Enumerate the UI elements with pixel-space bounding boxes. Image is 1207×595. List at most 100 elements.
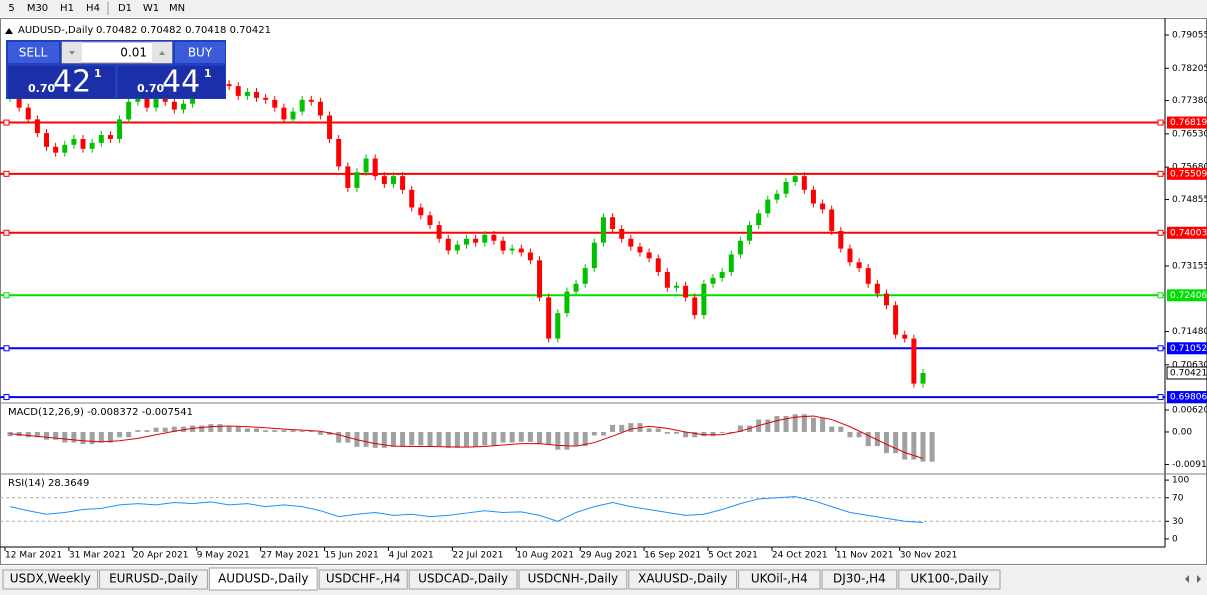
tab-label[interactable]: DJ30-,H4	[833, 572, 886, 586]
tab-label[interactable]: UKOil-,H4	[751, 572, 808, 586]
candle-body	[299, 99, 305, 112]
macd-bar	[62, 431, 68, 443]
candle-body	[737, 240, 743, 255]
ask-prefix: 0.70	[137, 82, 164, 95]
scroll-right[interactable]	[1197, 575, 1201, 583]
bid-prefix: 0.70	[28, 82, 55, 95]
macd-bar	[820, 417, 826, 432]
ask-box[interactable]	[118, 66, 225, 98]
macd-bar	[856, 431, 862, 438]
candle-body	[591, 242, 597, 269]
y-tick-label: 0.006201	[1172, 406, 1207, 416]
one-click-trading: SELL 0.01 BUY 0.70 42 1 0.70 44 1	[6, 40, 226, 100]
macd-bar	[673, 431, 679, 434]
timeframe-button[interactable]: 5	[8, 3, 14, 14]
tab[interactable]	[628, 569, 738, 590]
tab[interactable]	[898, 569, 1001, 590]
macd-bar	[464, 431, 469, 447]
level-handle	[1157, 394, 1164, 401]
toolbar	[0, 0, 1207, 17]
candle-body	[427, 215, 433, 226]
macd-bar	[655, 428, 661, 432]
macd-bar	[692, 431, 698, 438]
timeframe-button[interactable]: W1	[143, 3, 159, 14]
ask-small: 1	[204, 67, 212, 80]
candle-body	[473, 238, 479, 243]
candle-body	[719, 272, 725, 278]
candle-body	[464, 238, 469, 245]
y-tick-label: 0.76530	[1172, 129, 1207, 139]
candle-body	[290, 111, 296, 120]
macd-bar	[600, 431, 606, 436]
level-handle	[1157, 119, 1164, 126]
quote: 0.70482 0.70482 0.70418 0.70421	[96, 25, 271, 36]
tab[interactable]	[99, 569, 208, 590]
scroll-left[interactable]	[1185, 575, 1189, 583]
collapse-icon	[5, 28, 13, 34]
level-handle	[1157, 229, 1164, 236]
timeframe-button[interactable]: M30	[27, 3, 48, 14]
tab[interactable]	[408, 569, 518, 590]
sell-button[interactable]	[8, 42, 59, 63]
macd-bar	[363, 431, 369, 447]
candle-body	[610, 217, 616, 229]
tab-label[interactable]: UK100-,Daily	[910, 572, 988, 586]
candle-body	[381, 176, 387, 184]
level-handle	[1157, 345, 1164, 352]
candle-body	[126, 101, 132, 120]
tab-label[interactable]: USDX,Weekly	[10, 572, 91, 586]
macd-bar	[646, 428, 652, 432]
candle-body	[400, 176, 406, 190]
y-tick-label: 30	[1172, 517, 1184, 527]
macd-bar	[244, 428, 250, 432]
macd-bar	[482, 431, 488, 446]
lot-value[interactable]: 0.01	[120, 46, 147, 60]
tab-label[interactable]: AUDUSD-,Daily	[218, 572, 308, 586]
sell-label[interactable]: SELL	[19, 46, 48, 60]
chart-window	[0, 18, 1207, 565]
macd-bar	[518, 431, 524, 442]
y-tick-label: 0	[1172, 534, 1178, 544]
buy-button[interactable]	[175, 42, 225, 63]
tab-label[interactable]: XAUUSD-,Daily	[638, 572, 727, 586]
y-tick-label: 0.00	[1172, 427, 1192, 437]
candle-body	[418, 207, 424, 216]
tab[interactable]	[318, 569, 408, 590]
tab[interactable]	[821, 569, 898, 590]
macd-title: MACD(12,26,9) -0.008372 -0.007541	[8, 407, 193, 418]
tab-label[interactable]: USDCNH-,Daily	[528, 572, 619, 586]
level-label: 0.69806	[1170, 393, 1207, 403]
macd-bar	[381, 431, 387, 448]
macd-bar	[53, 431, 59, 440]
buy-label[interactable]: BUY	[188, 46, 213, 60]
timeframe-button[interactable]: MN	[169, 3, 185, 14]
candle-body	[546, 297, 552, 339]
macd-bar	[564, 431, 570, 450]
candle-body	[920, 373, 926, 384]
timeframe-button[interactable]: H1	[60, 3, 74, 14]
tab[interactable]	[518, 569, 628, 590]
candle-body	[144, 97, 150, 108]
tab[interactable]	[2, 569, 99, 590]
candle-body	[171, 101, 177, 110]
tab[interactable]	[738, 569, 821, 590]
macd-bar	[409, 431, 415, 446]
candle-body	[810, 189, 816, 204]
macd-bar	[107, 431, 113, 443]
macd-bar	[500, 431, 506, 443]
timeframe-button[interactable]: D1	[118, 3, 132, 14]
bid-box[interactable]	[8, 66, 115, 98]
tab-label[interactable]: EURUSD-,Daily	[109, 572, 198, 586]
bid-small: 1	[94, 67, 102, 80]
timeframe-button[interactable]: H4	[86, 3, 100, 14]
y-tick-label: 100	[1172, 476, 1189, 486]
tab-label[interactable]: USDCAD-,Daily	[418, 572, 508, 586]
tab-label[interactable]: USDCHF-,H4	[326, 572, 401, 586]
candle-body	[582, 268, 588, 284]
candle-body	[180, 103, 186, 110]
macd-bar	[162, 427, 168, 432]
candle-body	[701, 283, 707, 316]
macd-bar	[235, 426, 241, 432]
tab[interactable]	[208, 567, 318, 591]
level-label-bg	[1167, 116, 1207, 129]
